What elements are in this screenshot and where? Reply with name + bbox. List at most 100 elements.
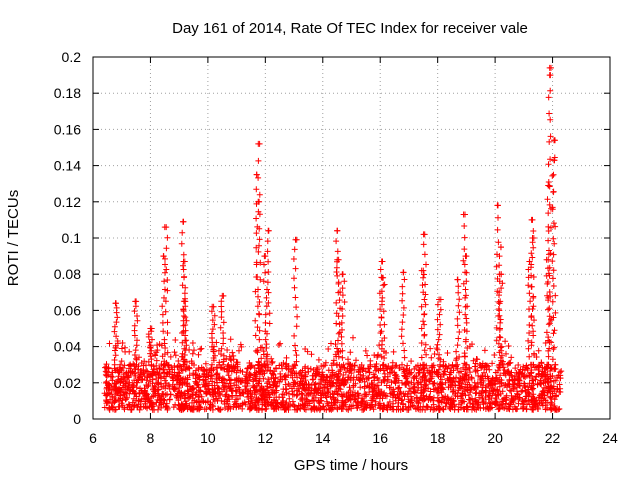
data-point xyxy=(521,380,528,387)
data-point xyxy=(455,387,462,394)
data-point xyxy=(174,392,181,398)
data-point xyxy=(242,386,249,393)
data-point xyxy=(546,251,552,258)
data-point xyxy=(462,294,469,301)
data-point xyxy=(270,382,277,389)
data-point xyxy=(241,399,248,406)
data-point xyxy=(138,360,145,366)
data-point xyxy=(277,340,284,347)
data-point xyxy=(495,202,501,209)
data-point xyxy=(307,365,314,372)
data-point xyxy=(180,308,187,315)
data-point xyxy=(191,362,197,368)
data-point xyxy=(547,116,554,123)
data-point xyxy=(403,379,410,386)
data-point xyxy=(414,362,421,369)
data-point xyxy=(325,391,331,398)
data-point xyxy=(377,306,384,313)
data-point xyxy=(248,394,255,400)
data-point xyxy=(346,365,353,372)
data-point xyxy=(339,292,346,299)
data-point xyxy=(445,384,452,391)
data-point xyxy=(550,235,557,242)
data-point xyxy=(462,311,469,318)
data-point xyxy=(220,386,227,393)
data-point xyxy=(542,371,549,378)
data-point xyxy=(512,365,519,372)
data-point xyxy=(116,364,123,371)
data-point xyxy=(438,376,445,383)
data-point xyxy=(493,337,500,344)
data-point xyxy=(497,354,504,361)
data-point xyxy=(463,319,470,326)
data-point xyxy=(454,276,461,283)
data-point xyxy=(400,304,407,311)
data-point xyxy=(265,258,272,265)
data-point xyxy=(221,366,228,373)
data-point xyxy=(542,365,548,372)
data-point xyxy=(552,292,559,299)
data-point xyxy=(143,362,149,369)
data-point xyxy=(228,363,235,370)
data-point xyxy=(172,337,179,343)
data-point xyxy=(269,402,276,409)
data-point xyxy=(333,299,340,306)
data-point xyxy=(311,397,318,404)
data-point xyxy=(456,296,463,303)
data-point xyxy=(163,266,170,273)
data-point xyxy=(145,382,152,388)
data-point xyxy=(530,274,537,280)
data-point xyxy=(138,376,145,383)
data-point xyxy=(521,398,528,404)
data-point xyxy=(525,274,532,281)
data-point xyxy=(210,357,217,364)
data-point xyxy=(472,383,479,390)
data-point xyxy=(262,328,269,335)
data-point xyxy=(434,341,441,348)
data-point xyxy=(369,381,376,388)
data-point xyxy=(164,330,171,336)
data-point xyxy=(548,224,554,231)
data-point xyxy=(546,305,553,312)
data-point xyxy=(375,391,382,398)
data-point xyxy=(264,286,270,293)
data-point xyxy=(530,244,537,251)
data-point xyxy=(454,393,461,400)
data-point xyxy=(331,402,338,409)
data-point xyxy=(266,378,273,385)
data-point xyxy=(205,398,211,405)
data-point xyxy=(546,313,553,320)
data-point xyxy=(178,389,185,396)
data-point xyxy=(176,381,183,388)
data-point xyxy=(120,371,127,378)
data-point xyxy=(472,396,479,403)
data-point xyxy=(153,362,160,369)
data-point xyxy=(181,352,188,358)
data-point xyxy=(551,327,558,334)
data-point xyxy=(470,357,477,364)
data-point xyxy=(362,347,369,354)
data-point xyxy=(334,227,341,234)
data-point xyxy=(220,335,227,342)
data-point xyxy=(539,368,546,375)
data-point xyxy=(496,405,503,412)
data-point xyxy=(218,298,225,305)
data-point xyxy=(381,281,388,288)
data-point xyxy=(218,351,224,358)
data-point xyxy=(335,256,342,263)
data-point xyxy=(464,303,471,310)
data-point xyxy=(305,365,311,372)
data-point xyxy=(549,298,556,305)
data-point xyxy=(109,393,116,400)
data-point xyxy=(496,278,503,285)
data-point xyxy=(299,367,306,374)
data-point xyxy=(111,357,118,363)
data-point xyxy=(132,365,139,372)
data-point xyxy=(334,248,341,255)
data-point xyxy=(190,386,197,392)
data-point xyxy=(463,278,470,285)
data-point xyxy=(415,369,422,376)
data-point xyxy=(550,220,557,227)
data-point xyxy=(545,337,552,344)
data-point xyxy=(145,358,152,365)
